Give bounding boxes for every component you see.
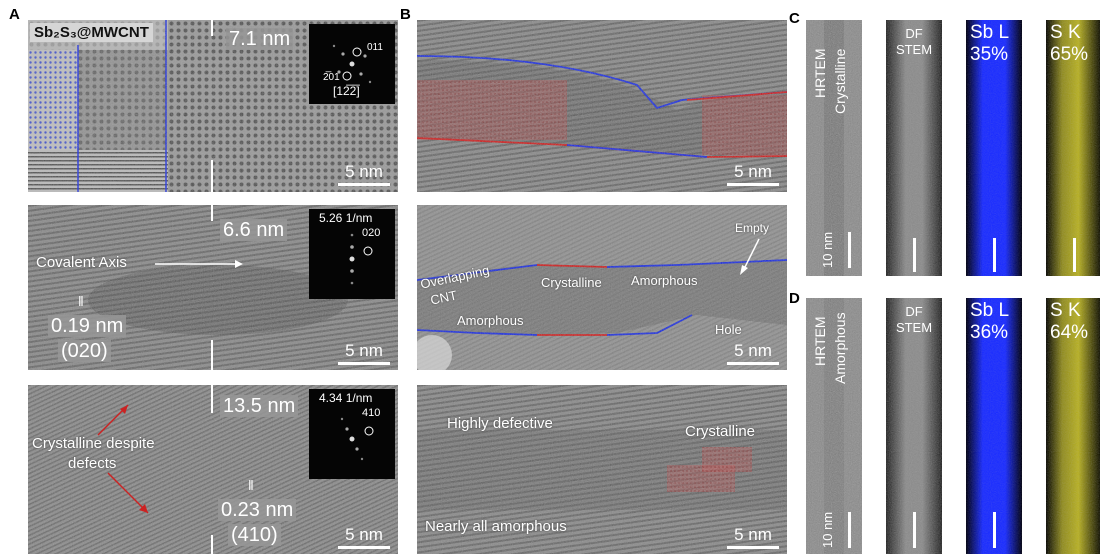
a-bottom-scalebar-label: 5 nm [345,525,383,544]
a-top-thickness-label: 7.1 nm [226,28,294,50]
a-bottom-thickness-label: 13.5 nm [220,395,299,417]
c-hrtem-scalebar [848,232,851,268]
b-bottom-scalebar [727,546,779,549]
a-top-scalebar [338,183,390,186]
b-bottom-highly-defective: Highly defective [447,415,553,432]
a-bottom-spacing-tick: ‖ [248,477,254,493]
c-sb-label: Sb L [970,22,1010,43]
a-mid-scalebar-label: 5 nm [345,341,383,360]
a-bottom-thickness-arrow-top [211,385,213,413]
c-dfstem-scalebar [913,238,916,272]
a-bottom-scalebar [338,546,390,549]
a-mid-thickness-arrow-bottom [211,340,213,370]
a-bottom-red-arrows [97,404,149,514]
d-sb-map: Sb L 36% [966,298,1022,554]
a-mid-axis-arrow [155,260,243,268]
a-mid-thickness-label: 6.6 nm [220,219,288,241]
c-sb-scalebar [993,238,996,272]
panel-letter-c: C [789,10,800,27]
a-top-fft-inset: 011 2̅01 [12̅2̅] [309,24,395,104]
a-mid-fft-scale: 5.26 1/nm [319,211,373,225]
d-hrtem-label: HRTEM [812,316,828,366]
a-mid-image: 6.6 nm 5.26 1/nm 020 Covalent Axis ‖ 0.1… [28,205,398,370]
b-top-scalebar [727,183,779,186]
b-top-image: 5 nm [417,20,787,192]
panel-letter-d: D [789,290,800,307]
d-dfstem-image: DF STEM [886,298,942,554]
d-hrtem-image: HRTEM Amorphous 10 nm [806,298,862,554]
a-top-scalebar-label: 5 nm [345,162,383,181]
c-dfstem-image: DF STEM [886,20,942,276]
d-s-pct: 64% [1050,322,1089,343]
c-scalebar-label: 10 nm [820,231,835,268]
a-top-fft-spot1: 011 [367,42,383,53]
a-mid-axis-label: Covalent Axis [36,254,127,271]
d-s-label: S K [1050,300,1081,321]
b-mid-scalebar-label: 5 nm [734,341,772,360]
d-sb-pct: 36% [970,322,1009,343]
a-top-fft-spot2: 2̅01 [323,72,340,83]
d-state-label: Amorphous [832,312,848,384]
b-top-scalebar-label: 5 nm [734,162,772,181]
c-s-label: S K [1050,22,1081,43]
c-s-pct: 65% [1050,44,1089,65]
a-bottom-spacing: 0.23 nm [218,499,297,521]
b-bottom-crystalline: Crystalline [685,423,756,440]
a-bottom-thickness-arrow-bottom [211,535,213,554]
a-mid-plane: (020) [58,340,111,362]
a-mid-spacing-tick: ‖ [78,293,84,309]
c-state-label: Crystalline [832,48,848,114]
a-bottom-fft-inset: 4.34 1/nm 410 [309,389,395,479]
a-mid-thickness-arrow-top [211,205,213,221]
a-bottom-fft-scale: 4.34 1/nm [319,391,373,405]
b-mid-hole: Hole [715,322,742,337]
c-hrtem-image: HRTEM Crystalline 10 nm [806,20,862,276]
b-mid-image: Overlapping CNT Crystalline Amorphous Am… [417,205,787,370]
d-dfstem-scalebar [913,512,916,548]
d-sb-label: Sb L [970,300,1010,321]
a-bottom-image: 13.5 nm 4.34 1/nm 410 Crystalline despit… [28,385,398,554]
d-df-line2: STEM [895,320,933,335]
a-bottom-note-line1: Crystalline despite [32,435,155,452]
c-df-line1: DF [905,26,923,41]
a-top-title: Sb₂S₃@MWCNT [30,23,153,42]
c-df-line2: STEM [895,42,933,57]
b-bottom-image: Highly defective Crystalline Nearly all … [417,385,787,554]
c-sb-map: Sb L 35% [966,20,1022,276]
a-mid-fft-inset: 5.26 1/nm 020 [309,209,395,299]
b-mid-scalebar [727,362,779,365]
a-top-thickness-arrow-top [211,20,213,36]
a-top-fft-zone: [12̅2̅] [333,84,360,98]
d-df-line1: DF [905,304,923,319]
a-bottom-note-line2: defects [68,455,117,472]
c-s-scalebar [1073,238,1076,272]
b-bottom-nearly-amorphous: Nearly all amorphous [425,518,567,535]
b-mid-amorphous-right: Amorphous [631,273,698,288]
b-bottom-scalebar-label: 5 nm [734,525,772,544]
panel-letter-a: A [9,6,20,23]
d-scalebar-label: 10 nm [820,511,835,548]
b-mid-amorphous-left: Amorphous [457,313,524,328]
d-hrtem-scalebar [848,512,851,548]
c-sb-pct: 35% [970,44,1009,65]
a-top-thickness-arrow-bottom [211,160,213,192]
a-mid-scalebar [338,362,390,365]
d-sb-scalebar [993,512,996,548]
c-hrtem-label: HRTEM [812,48,828,98]
b-mid-crystalline: Crystalline [541,275,602,290]
b-mid-empty-arrow [740,238,760,275]
d-s-map: S K 64% [1046,298,1100,554]
b-mid-empty: Empty [735,221,770,235]
a-mid-spacing: 0.19 nm [48,315,127,337]
a-bottom-plane: (410) [228,524,281,546]
panel-letter-b: B [400,6,411,23]
a-bottom-fft-spot: 410 [362,407,381,419]
a-mid-fft-spot: 020 [362,227,381,239]
a-top-image: Sb₂S₃@MWCNT 7.1 nm 011 2̅01 [12̅2̅] 5 nm [28,20,398,192]
c-s-map: S K 65% [1046,20,1100,276]
